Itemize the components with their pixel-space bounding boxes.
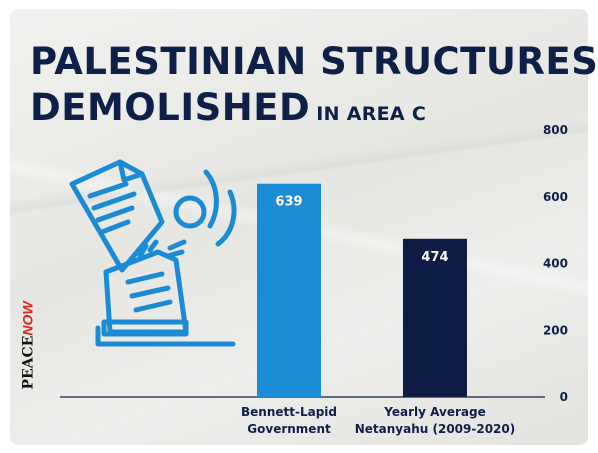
category-label: Yearly Average Netanyahu (2009-2020) — [355, 405, 516, 436]
category-label-line: Netanyahu (2009-2020) — [355, 422, 516, 436]
bar — [403, 238, 467, 397]
title-line-2: DEMOLISHED IN AREA C — [30, 86, 426, 129]
demolition-document-icon — [69, 159, 237, 347]
y-axis: 0 200 400 600 800 — [543, 123, 568, 404]
category-label: Bennett-Lapid Government — [241, 405, 337, 436]
y-tick-label: 200 — [543, 323, 568, 337]
category-label-line: Yearly Average — [383, 405, 485, 419]
y-tick-label: 400 — [543, 257, 568, 271]
bar-value-label: 474 — [421, 250, 448, 265]
bars: 639 474 — [257, 183, 467, 397]
y-tick-label: 0 — [560, 390, 568, 404]
category-label-line: Government — [247, 422, 331, 436]
bar — [257, 183, 321, 397]
title-line-1: PALESTINIAN STRUCTURES — [30, 40, 598, 83]
title-subtitle: IN AREA C — [316, 103, 427, 125]
title-main: DEMOLISHED — [30, 86, 311, 129]
y-tick-label: 600 — [543, 190, 568, 204]
y-tick-label: 800 — [543, 123, 568, 137]
x-axis: Bennett-Lapid Government Yearly Average Net… — [241, 405, 515, 436]
bar-value-label: 639 — [275, 195, 302, 210]
category-label-line: Bennett-Lapid — [241, 405, 337, 419]
